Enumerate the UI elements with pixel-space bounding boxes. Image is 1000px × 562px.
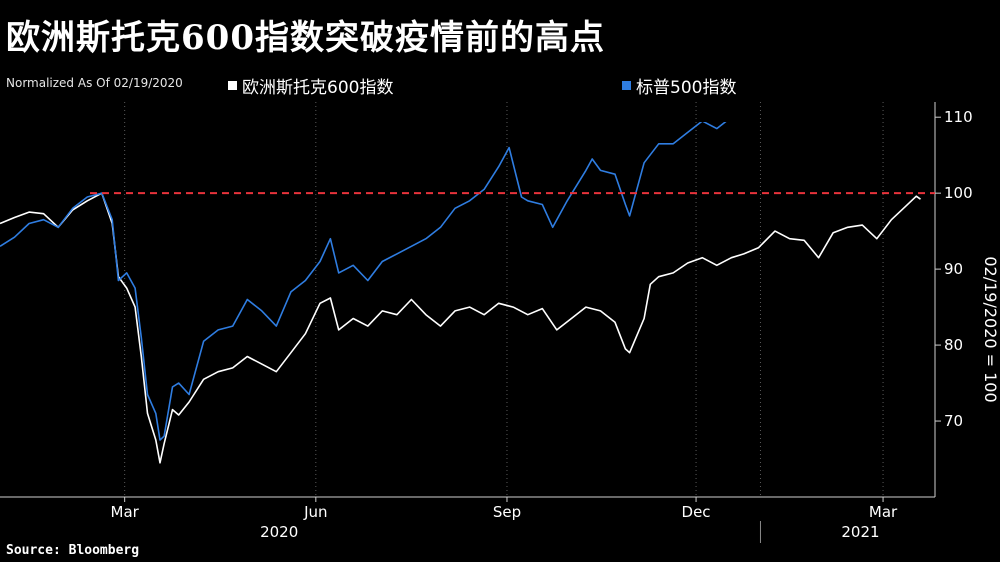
legend-label-stoxx: 欧洲斯托克600指数: [242, 78, 394, 98]
x-tick-label: Dec: [682, 503, 711, 521]
grid-lines: [124, 102, 884, 497]
y-tick-label: 70: [944, 412, 963, 430]
legend-entry-sp500: 标普500指数: [622, 73, 736, 98]
legend-label-sp500: 标普500指数: [636, 78, 737, 98]
axes: [0, 102, 941, 543]
chart-title: 欧洲斯托克600指数突破疫情前的高点: [6, 18, 605, 58]
y-tick-label: 110: [944, 108, 973, 126]
series-line-sp500: [0, 122, 727, 441]
source-note: Source: Bloomberg: [6, 543, 140, 558]
tick-labels: Mar Jun Sep Dec Mar 2020 2021 70 80 90 100 110 02/19…: [111, 108, 1000, 541]
x-tick-label: Mar: [869, 503, 898, 521]
x-tick-label: Mar: [111, 503, 140, 521]
series-line-stoxx: [0, 192, 921, 464]
y-tick-label: 90: [944, 260, 963, 278]
y-tick-label: 100: [944, 184, 973, 202]
year-label-2021: 2021: [841, 523, 879, 541]
legend-entry-stoxx: 欧洲斯托克600指数: [228, 73, 393, 98]
y-tick-label: 80: [944, 336, 963, 354]
y-axis-label: 02/19/2020 = 100: [981, 256, 1000, 402]
legend-swatch-sp500: [622, 81, 631, 90]
series-lines: [0, 122, 921, 464]
legend: Normalized As Of 02/19/2020 欧洲斯托克600指数 标…: [6, 73, 1000, 98]
x-tick-label: Sep: [493, 503, 521, 521]
chart-subtitle: Normalized As Of 02/19/2020: [6, 76, 183, 90]
year-label-2020: 2020: [260, 523, 298, 541]
x-tick-label: Jun: [303, 503, 327, 521]
legend-swatch-stoxx: [228, 81, 237, 90]
